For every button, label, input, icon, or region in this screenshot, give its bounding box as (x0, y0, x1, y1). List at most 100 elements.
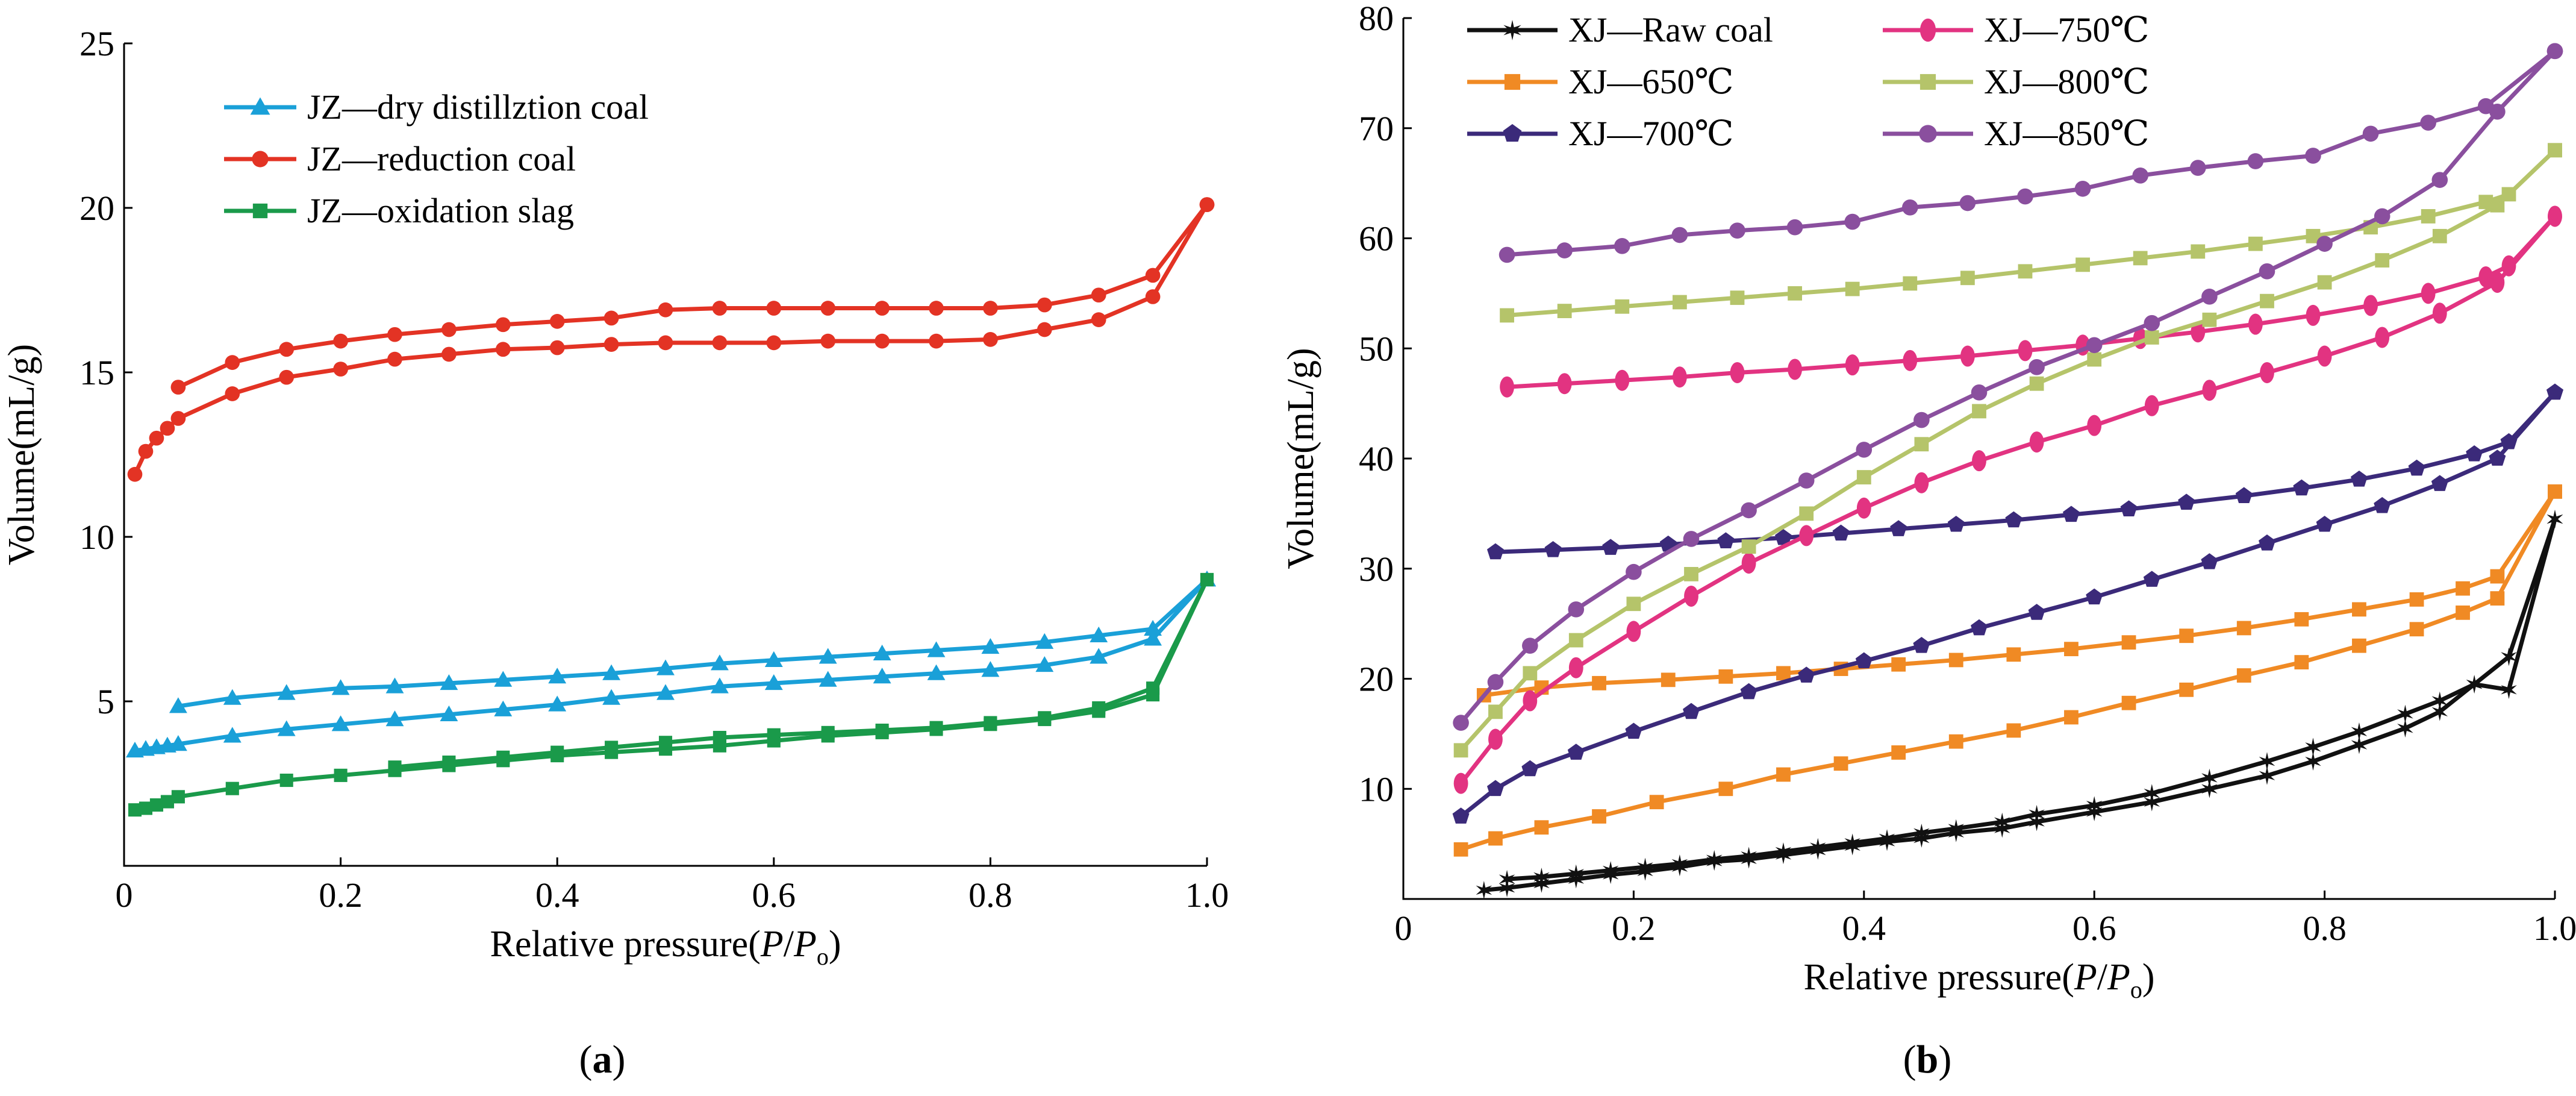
series-1 (1453, 484, 2562, 857)
data-point-desorption (1741, 847, 1757, 866)
data-point-desorption (2501, 680, 2517, 700)
data-point-desorption (603, 310, 619, 326)
data-point-adsorption (2374, 496, 2391, 513)
legend-label: JZ—oxidation slag (307, 191, 574, 230)
data-point-adsorption (385, 710, 404, 727)
data-point-adsorption (2259, 534, 2275, 551)
data-point-desorption (2456, 581, 2470, 596)
data-point-desorption (496, 750, 510, 764)
x-tick-label: 0.4 (1842, 909, 1886, 948)
x-tick-label: 0.6 (2072, 909, 2116, 948)
data-point-adsorption (1452, 807, 1470, 824)
data-point-desorption (710, 654, 729, 671)
data-point-adsorption (1453, 772, 1468, 794)
data-point-desorption (1959, 195, 1976, 211)
data-point-adsorption (279, 369, 295, 385)
data-point-desorption (1729, 222, 1745, 239)
data-point-desorption (2548, 205, 2562, 227)
data-point-adsorption (2260, 362, 2274, 383)
data-point-desorption (1556, 242, 1573, 258)
data-point-desorption (2005, 511, 2022, 528)
data-point-adsorption (1972, 450, 1986, 472)
data-point-adsorption (2432, 302, 2447, 324)
y-tick-label: 30 (1359, 550, 1394, 589)
series-line-desorption (395, 578, 1209, 769)
data-point-desorption (2247, 153, 2264, 169)
data-point-desorption (2293, 479, 2310, 496)
data-point-desorption (1038, 711, 1052, 725)
data-point-desorption (1146, 681, 1160, 695)
data-point-adsorption (1891, 745, 1906, 760)
data-point-adsorption (602, 689, 621, 705)
data-point-adsorption (1486, 780, 1504, 797)
data-point-desorption (1486, 543, 1504, 560)
data-point-desorption (1592, 675, 1606, 690)
data-point-desorption (2500, 433, 2518, 449)
data-point-desorption (929, 721, 943, 734)
data-point-desorption (712, 301, 728, 316)
data-point-adsorption (1592, 809, 1606, 824)
data-point-desorption (1879, 829, 1895, 848)
legend-label: XJ—650℃ (1568, 62, 1733, 101)
data-point-adsorption (1856, 470, 1871, 484)
data-point-adsorption (1625, 722, 1642, 739)
data-point-desorption (2478, 266, 2493, 287)
data-point-desorption (495, 317, 511, 333)
data-point-desorption (1614, 237, 1630, 254)
data-point-desorption (1037, 297, 1052, 313)
data-point-desorption (1615, 369, 1630, 391)
data-point-adsorption (2236, 668, 2251, 683)
data-point-desorption (2420, 114, 2436, 131)
data-point-desorption (1672, 295, 1687, 310)
y-tick-label: 15 (80, 353, 114, 392)
data-point-adsorption (2201, 553, 2218, 569)
data-point-adsorption (1488, 728, 1503, 750)
data-point-desorption (2144, 784, 2160, 803)
data-point-desorption (1499, 869, 1515, 889)
data-point-adsorption (712, 335, 728, 351)
data-point-desorption (1901, 199, 1918, 216)
data-point-adsorption (2144, 330, 2159, 345)
data-point-adsorption (495, 342, 511, 357)
data-point-adsorption (277, 720, 296, 736)
y-axis-label: Volume(mL/g) (1280, 348, 1321, 569)
data-point-desorption (2235, 487, 2253, 504)
data-point-desorption (225, 355, 240, 370)
data-point-adsorption (1037, 322, 1052, 337)
data-point-adsorption (1798, 666, 1815, 683)
data-point-desorption (2397, 704, 2413, 724)
data-point-adsorption (2121, 695, 2136, 710)
data-point-desorption (1602, 539, 1620, 555)
data-point-adsorption (656, 684, 675, 700)
data-point-desorption (819, 648, 837, 664)
data-point-adsorption (2029, 359, 2045, 375)
data-point-adsorption (1522, 637, 1538, 654)
data-point-desorption (1091, 287, 1106, 303)
data-point-adsorption (139, 801, 153, 815)
y-tick-label: 5 (97, 682, 114, 721)
data-point-desorption (1144, 619, 1162, 636)
data-point-adsorption (2259, 766, 2275, 785)
data-point-desorption (1500, 308, 1514, 323)
data-point-desorption (658, 736, 673, 750)
data-point-adsorption (149, 430, 164, 446)
data-point-desorption (1845, 354, 1860, 376)
series-2 (128, 572, 1214, 817)
y-tick-label: 25 (80, 24, 114, 63)
data-point-desorption (2548, 484, 2562, 499)
data-point-desorption (2086, 796, 2103, 815)
data-point-adsorption (1626, 597, 1641, 612)
data-point-desorption (2548, 143, 2562, 158)
data-point-desorption (279, 342, 295, 357)
data-point-desorption (983, 301, 998, 316)
data-point-desorption (2248, 236, 2263, 251)
data-point-adsorption (1523, 690, 1538, 712)
data-point-adsorption (710, 677, 729, 694)
data-point-desorption (1994, 812, 2010, 831)
data-point-desorption (2062, 506, 2080, 522)
data-point-desorption (2305, 148, 2321, 164)
data-point-desorption (820, 301, 836, 316)
data-point-desorption (388, 760, 402, 774)
data-point-adsorption (1740, 683, 1757, 700)
data-point-adsorption (1971, 384, 1988, 401)
